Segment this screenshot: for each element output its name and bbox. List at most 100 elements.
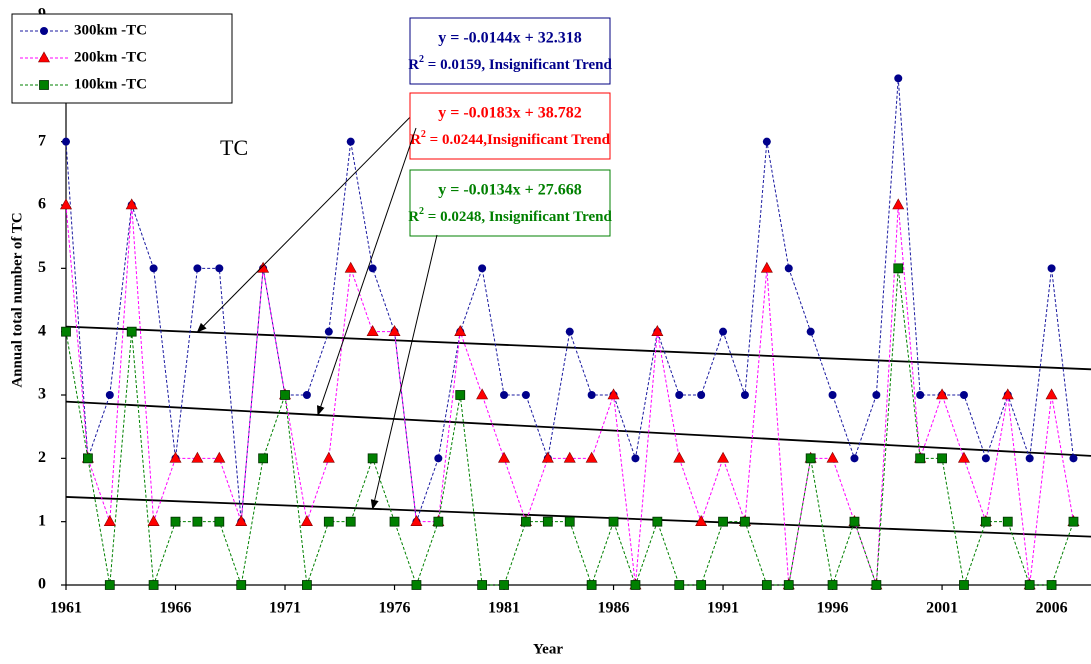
point: [477, 580, 488, 590]
point: [302, 391, 311, 399]
trend-line: [65, 400, 1091, 457]
point: [323, 516, 334, 527]
r2-symbol: R: [408, 57, 419, 73]
point: [893, 263, 904, 274]
point: [214, 516, 225, 527]
r2-exponent: 2: [419, 54, 424, 65]
point: [717, 451, 730, 463]
point: [981, 454, 990, 463]
x-tick-label: 2006: [1036, 600, 1068, 617]
point: [1024, 580, 1035, 590]
series-line: [65, 78, 1074, 522]
point: [894, 74, 903, 83]
r2-symbol: R: [410, 132, 421, 148]
point: [675, 391, 684, 399]
point: [1046, 580, 1057, 590]
point: [608, 516, 619, 527]
point: [454, 325, 467, 336]
point: [607, 388, 620, 400]
point: [344, 261, 357, 273]
point: [697, 391, 706, 399]
point: [103, 515, 116, 526]
point: [959, 391, 968, 399]
point: [498, 451, 511, 463]
r2-text: = 0.0159, Insignificant Trend: [424, 57, 612, 73]
point: [957, 451, 970, 463]
point: [563, 451, 576, 463]
trend-line: [65, 496, 1091, 538]
point: [1069, 454, 1078, 463]
point: [586, 580, 597, 590]
point: [980, 516, 991, 527]
point: [192, 516, 203, 527]
y-axis-label: Annual total number of TC: [9, 212, 25, 387]
x-tick-label: 1971: [269, 600, 301, 617]
x-tick-label: 1996: [817, 600, 849, 617]
point: [827, 580, 838, 590]
x-axis-label: Year: [533, 641, 563, 657]
point: [1068, 516, 1079, 527]
point: [257, 261, 270, 273]
x-tick-label: 1991: [707, 600, 739, 617]
point: [587, 391, 596, 399]
point: [300, 515, 313, 526]
chart-label: TC: [220, 135, 248, 160]
legend-marker: [37, 51, 51, 63]
plot-area: [59, 74, 1091, 590]
point: [719, 327, 728, 336]
point: [149, 264, 158, 273]
point: [345, 516, 356, 527]
point: [61, 326, 71, 337]
point: [367, 453, 378, 464]
x-tick-label: 1981: [488, 600, 520, 617]
point: [541, 451, 554, 463]
series-line: [65, 268, 1074, 587]
trend-annotation: y = -0.0134x + 27.668 R2 = 0.0248, Insign…: [370, 169, 612, 510]
r2-exponent: 2: [421, 129, 426, 140]
point: [170, 516, 181, 527]
y-tick-label: 0: [38, 576, 46, 593]
point: [673, 451, 686, 463]
point: [826, 451, 839, 463]
x-tick-label: 1976: [379, 600, 411, 617]
point: [280, 390, 290, 400]
point: [936, 388, 949, 400]
x-tick-label: 1986: [598, 600, 630, 617]
point: [631, 454, 640, 463]
point: [125, 198, 138, 210]
annotation-arrow: [316, 127, 417, 416]
annotation-equation: y = -0.0183x + 38.782: [438, 105, 582, 122]
point: [366, 325, 379, 336]
point: [455, 390, 466, 400]
x-tick-label: 1961: [50, 600, 82, 617]
point: [695, 515, 708, 526]
point: [1002, 516, 1013, 527]
point: [1025, 454, 1034, 463]
point: [915, 453, 926, 464]
point: [718, 516, 728, 527]
point: [674, 580, 685, 590]
point: [872, 391, 881, 399]
point: [236, 580, 247, 590]
point: [740, 516, 750, 527]
legend-label: 100km -TC: [74, 76, 147, 92]
point: [148, 580, 159, 590]
point: [434, 454, 443, 463]
point: [368, 264, 377, 273]
point: [213, 451, 226, 463]
legend-marker: [40, 27, 48, 35]
r2-text: = 0.0244,Insignificant Trend: [426, 132, 611, 148]
annotation-equation: y = -0.0134x + 27.668: [438, 182, 582, 199]
point: [59, 198, 73, 210]
point: [126, 326, 137, 337]
point: [696, 580, 707, 590]
point: [83, 453, 93, 464]
point: [302, 580, 312, 590]
legend: 300km -TC 200km -TC 100km -TC: [11, 13, 233, 104]
point: [147, 515, 160, 526]
point: [521, 516, 531, 527]
annotation-arrow: [370, 234, 438, 510]
point: [565, 327, 574, 336]
